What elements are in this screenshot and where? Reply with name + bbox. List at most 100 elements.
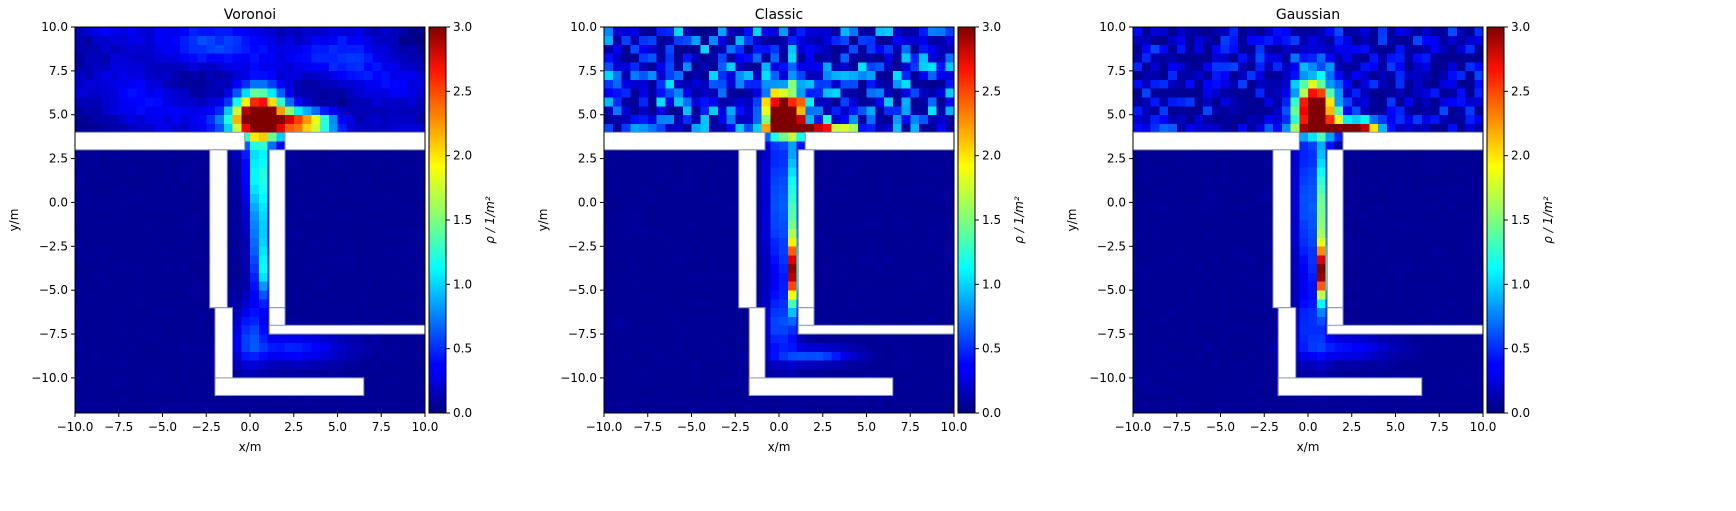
y-tick-label: −10.0 xyxy=(560,371,597,385)
heatmap-cell xyxy=(1141,395,1151,405)
heatmap-cell xyxy=(1325,132,1335,142)
heatmap-cell xyxy=(604,342,614,352)
heatmap-cell xyxy=(726,53,736,63)
heatmap-cell xyxy=(1308,263,1318,273)
heatmap-cell xyxy=(1159,88,1169,98)
heatmap-cell xyxy=(293,193,303,203)
heatmap-cell xyxy=(612,395,622,405)
heatmap-cell xyxy=(83,351,93,361)
heatmap-cell xyxy=(787,395,797,405)
heatmap-cell xyxy=(901,211,911,221)
heatmap-cell xyxy=(1316,88,1326,98)
heatmap-cell xyxy=(1343,255,1353,265)
heatmap-cell xyxy=(674,193,684,203)
heatmap-cell xyxy=(1316,79,1326,89)
heatmap-cell xyxy=(118,35,128,45)
heatmap-cell xyxy=(285,105,295,116)
heatmap-cell xyxy=(1141,44,1151,54)
heatmap-cell xyxy=(363,62,373,72)
heatmap-cell xyxy=(709,202,719,212)
heatmap-cell xyxy=(787,316,797,326)
heatmap-cell xyxy=(1369,360,1379,370)
heatmap-cell xyxy=(630,395,640,405)
heatmap-cell xyxy=(232,211,242,221)
heatmap-cell xyxy=(416,255,426,265)
heatmap-cell xyxy=(927,377,937,387)
heatmap-cell xyxy=(717,342,727,352)
heatmap-cell xyxy=(188,149,198,159)
heatmap-cell xyxy=(250,351,260,361)
heatmap-cell xyxy=(621,176,631,186)
heatmap-cell xyxy=(884,334,894,344)
heatmap-cell xyxy=(892,53,902,63)
heatmap-cell xyxy=(726,158,736,168)
heatmap-cell xyxy=(630,35,640,45)
heatmap-cell xyxy=(884,35,894,45)
heatmap-cell xyxy=(604,404,614,414)
heatmap-cell xyxy=(223,88,233,98)
heatmap-cell xyxy=(639,184,649,194)
heatmap-cell xyxy=(1229,255,1239,265)
heatmap-cell xyxy=(901,228,911,238)
heatmap-cell xyxy=(744,35,754,45)
heatmap-cell xyxy=(1343,281,1353,291)
heatmap-cell xyxy=(1255,123,1265,133)
heatmap-cell xyxy=(92,360,102,370)
heatmap-cell xyxy=(709,79,719,89)
heatmap-cell xyxy=(293,404,303,414)
heatmap-cell xyxy=(1360,263,1370,273)
heatmap-cell xyxy=(1308,325,1318,335)
heatmap-cell xyxy=(1246,386,1256,396)
heatmap-cell xyxy=(761,184,771,194)
heatmap-cell xyxy=(188,176,198,186)
heatmap-cell xyxy=(276,62,286,72)
heatmap-cell xyxy=(110,193,120,203)
heatmap-cell xyxy=(1238,35,1248,45)
heatmap-cell xyxy=(1325,404,1335,414)
heatmap-cell xyxy=(241,193,251,203)
heatmap-cell xyxy=(1159,263,1169,273)
heatmap-cell xyxy=(407,35,417,45)
heatmap-cell xyxy=(691,386,701,396)
heatmap-cell xyxy=(136,114,146,124)
heatmap-cell xyxy=(1229,263,1239,273)
heatmap-cell xyxy=(1334,88,1344,98)
heatmap-cell xyxy=(276,360,286,370)
heatmap-cell xyxy=(136,202,146,212)
heatmap-cell xyxy=(118,395,128,405)
heatmap-cell xyxy=(398,220,408,230)
heatmap-cell xyxy=(1360,167,1370,177)
heatmap-cell xyxy=(901,176,911,186)
heatmap-cell xyxy=(1229,105,1239,116)
heatmap-cell xyxy=(1351,360,1361,370)
heatmap-cell xyxy=(621,149,631,159)
heatmap-cell xyxy=(381,44,391,54)
heatmap-cell xyxy=(118,123,128,133)
heatmap-cell xyxy=(1211,272,1221,282)
heatmap-cell xyxy=(770,404,780,414)
heatmap-cell xyxy=(1308,316,1318,326)
heatmap-cell xyxy=(892,123,902,133)
heatmap-cell xyxy=(171,395,181,405)
heatmap-cell xyxy=(363,193,373,203)
heatmap-cell xyxy=(320,70,330,80)
heatmap-cell xyxy=(612,386,622,396)
heatmap-cell xyxy=(328,255,338,265)
heatmap-cell xyxy=(770,44,780,54)
heatmap-cell xyxy=(293,62,303,72)
heatmap-cell xyxy=(744,316,754,326)
heatmap-cell xyxy=(682,184,692,194)
heatmap-cell xyxy=(171,27,181,37)
heatmap-cell xyxy=(814,193,824,203)
heatmap-cell xyxy=(390,211,400,221)
heatmap-cell xyxy=(390,298,400,309)
heatmap-cell xyxy=(145,316,155,326)
heatmap-cell xyxy=(346,246,356,256)
heatmap-cell xyxy=(188,202,198,212)
heatmap-cell xyxy=(136,88,146,98)
heatmap-cell xyxy=(75,334,85,344)
heatmap-cell xyxy=(92,290,102,300)
heatmap-cell xyxy=(145,27,155,37)
heatmap-cell xyxy=(1168,114,1178,124)
heatmap-cell xyxy=(363,53,373,63)
